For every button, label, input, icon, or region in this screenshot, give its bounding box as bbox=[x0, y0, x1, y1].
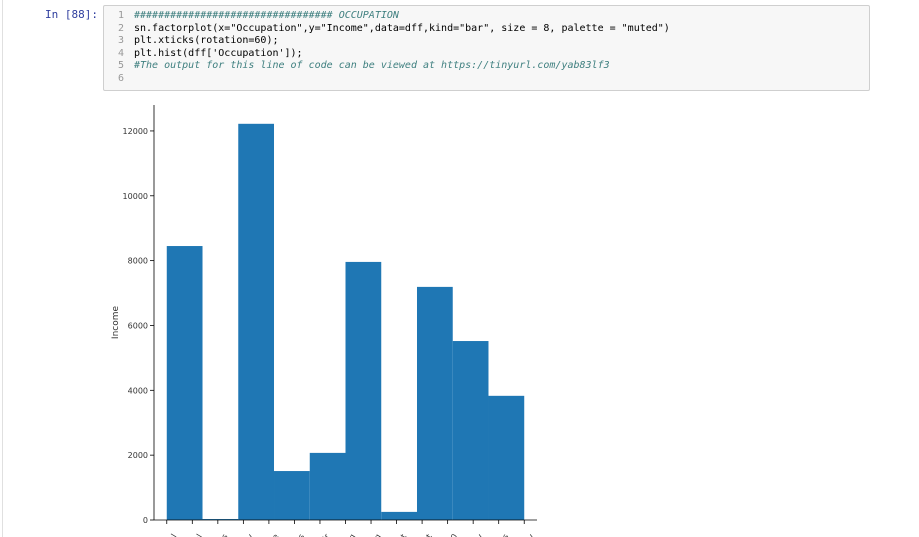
x-tick-label: ry bbox=[473, 532, 485, 537]
bar bbox=[274, 471, 310, 520]
cell-border bbox=[2, 0, 3, 537]
x-tick-label: ial bbox=[192, 533, 204, 537]
x-tick-label: ers bbox=[216, 533, 230, 537]
line-number: 5 bbox=[117, 60, 124, 71]
bar bbox=[309, 452, 346, 520]
x-tick-label: 0 bbox=[449, 533, 459, 537]
x-tick-label: ing bbox=[369, 533, 383, 537]
y-tick-label: 6000 bbox=[128, 321, 148, 330]
x-tick-label: ity bbox=[242, 532, 255, 537]
x-tick-label: es bbox=[498, 533, 510, 537]
line-number: 6 bbox=[117, 72, 124, 84]
line-number: 2 bbox=[117, 22, 124, 34]
y-tick-label: 12000 bbox=[123, 127, 148, 136]
bar bbox=[488, 395, 525, 520]
x-tick-label: ng bbox=[344, 533, 357, 537]
y-tick-label: 10000 bbox=[123, 192, 148, 201]
code-text: plt.xticks(rotation=60); bbox=[134, 35, 279, 46]
code-text: #The output for this line of code can be… bbox=[134, 60, 610, 71]
x-tick-label: rt bbox=[423, 533, 434, 537]
bar bbox=[452, 341, 489, 520]
y-tick-label: 4000 bbox=[128, 386, 148, 395]
y-tick-label: 0 bbox=[143, 516, 148, 525]
y-axis-label: Income bbox=[111, 305, 121, 339]
bar bbox=[345, 261, 382, 520]
line-number: 1 bbox=[117, 10, 124, 21]
x-tick-label: air bbox=[319, 532, 332, 537]
code-text: plt.hist(dff['Occupation']); bbox=[134, 47, 303, 59]
bar bbox=[202, 519, 239, 520]
code-cell[interactable]: 1 ################################# OCCUP… bbox=[103, 5, 870, 91]
y-tick-label: 2000 bbox=[128, 451, 148, 460]
bar bbox=[166, 246, 203, 520]
x-tick-label: cal bbox=[165, 533, 179, 537]
x-tick-label: ry bbox=[524, 532, 536, 537]
x-tick-label: les bbox=[293, 533, 306, 537]
x-tick-label: ct bbox=[397, 533, 409, 537]
x-tick-label: ce bbox=[268, 532, 280, 537]
bar bbox=[416, 286, 453, 520]
bar bbox=[381, 511, 417, 520]
input-prompt: In [88]: bbox=[45, 8, 98, 21]
y-tick-label: 8000 bbox=[128, 257, 148, 266]
code-text: sn.factorplot(x="Occupation",y="Income",… bbox=[134, 22, 670, 34]
code-text: ################################# OCCUPA… bbox=[134, 10, 399, 21]
line-number: 3 bbox=[117, 35, 124, 46]
line-number: 4 bbox=[117, 47, 124, 59]
bar bbox=[238, 123, 275, 520]
